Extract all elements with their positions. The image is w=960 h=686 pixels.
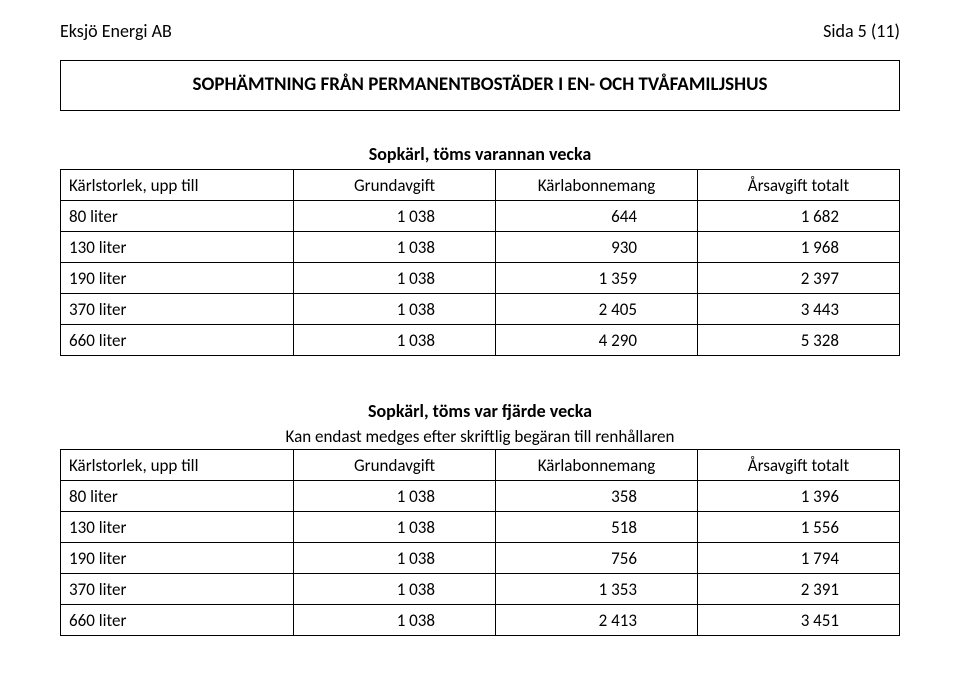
cell-value: 1 038	[294, 201, 496, 232]
cell-value: 1 038	[294, 512, 496, 543]
cell-value: 3 443	[697, 294, 899, 325]
table1-col1-header: Kärlstorlek, upp till	[61, 170, 294, 201]
cell-value: 1 353	[496, 574, 698, 605]
cell-label: 80 liter	[61, 481, 294, 512]
table1-col4-header: Årsavgift totalt	[697, 170, 899, 201]
cell-label: 370 liter	[61, 574, 294, 605]
table1-caption: Sopkärl, töms varannan vecka	[60, 143, 900, 165]
table-row: 130 liter 1 038 518 1 556	[61, 512, 900, 543]
cell-label: 130 liter	[61, 512, 294, 543]
table2-header-row: Kärlstorlek, upp till Grundavgift Kärlab…	[61, 450, 900, 481]
table2-col4-header: Årsavgift totalt	[697, 450, 899, 481]
table2-col1-header: Kärlstorlek, upp till	[61, 450, 294, 481]
cell-value: 1 038	[294, 263, 496, 294]
cell-label: 80 liter	[61, 201, 294, 232]
cell-value: 1 968	[697, 232, 899, 263]
cell-value: 1 038	[294, 574, 496, 605]
table1-col3-header: Kärlabonnemang	[496, 170, 698, 201]
table-row: 660 liter 1 038 2 413 3 451	[61, 605, 900, 636]
cell-value: 358	[496, 481, 698, 512]
table2: Kärlstorlek, upp till Grundavgift Kärlab…	[60, 449, 900, 636]
document-title: SOPHÄMTNING FRÅN PERMANENTBOSTÄDER I EN-…	[71, 73, 889, 96]
cell-value: 1 038	[294, 294, 496, 325]
cell-value: 2 397	[697, 263, 899, 294]
cell-value: 930	[496, 232, 698, 263]
cell-value: 3 451	[697, 605, 899, 636]
table2-col2-header: Grundavgift	[294, 450, 496, 481]
cell-value: 2 391	[697, 574, 899, 605]
table1: Kärlstorlek, upp till Grundavgift Kärlab…	[60, 169, 900, 356]
cell-value: 4 290	[496, 325, 698, 356]
cell-value: 1 396	[697, 481, 899, 512]
cell-value: 1 038	[294, 543, 496, 574]
table-row: 80 liter 1 038 644 1 682	[61, 201, 900, 232]
company-name: Eksjö Energi AB	[60, 20, 172, 42]
table-row: 130 liter 1 038 930 1 968	[61, 232, 900, 263]
cell-label: 190 liter	[61, 543, 294, 574]
page-number: Sida 5 (11)	[823, 20, 900, 42]
cell-label: 660 liter	[61, 325, 294, 356]
cell-value: 1 682	[697, 201, 899, 232]
cell-value: 1 794	[697, 543, 899, 574]
table2-note: Kan endast medges efter skriftlig begära…	[60, 426, 900, 447]
cell-value: 1 038	[294, 605, 496, 636]
cell-label: 130 liter	[61, 232, 294, 263]
cell-value: 5 328	[697, 325, 899, 356]
cell-label: 190 liter	[61, 263, 294, 294]
table2-block: Sopkärl, töms var fjärde vecka Kan endas…	[60, 400, 900, 636]
cell-value: 1 038	[294, 481, 496, 512]
table-row: 370 liter 1 038 2 405 3 443	[61, 294, 900, 325]
page-header: Eksjö Energi AB Sida 5 (11)	[60, 20, 900, 42]
cell-value: 1 556	[697, 512, 899, 543]
cell-value: 756	[496, 543, 698, 574]
table2-caption: Sopkärl, töms var fjärde vecka	[60, 400, 900, 422]
cell-value: 518	[496, 512, 698, 543]
table1-header-row: Kärlstorlek, upp till Grundavgift Kärlab…	[61, 170, 900, 201]
table1-block: Sopkärl, töms varannan vecka Kärlstorlek…	[60, 143, 900, 356]
table-row: 660 liter 1 038 4 290 5 328	[61, 325, 900, 356]
cell-value: 2 413	[496, 605, 698, 636]
cell-value: 1 038	[294, 232, 496, 263]
cell-label: 660 liter	[61, 605, 294, 636]
cell-value: 1 038	[294, 325, 496, 356]
table2-col3-header: Kärlabonnemang	[496, 450, 698, 481]
cell-value: 1 359	[496, 263, 698, 294]
cell-value: 2 405	[496, 294, 698, 325]
table-row: 190 liter 1 038 756 1 794	[61, 543, 900, 574]
cell-value: 644	[496, 201, 698, 232]
page: Eksjö Energi AB Sida 5 (11) SOPHÄMTNING …	[0, 0, 960, 686]
table-row: 370 liter 1 038 1 353 2 391	[61, 574, 900, 605]
table-row: 80 liter 1 038 358 1 396	[61, 481, 900, 512]
title-box: SOPHÄMTNING FRÅN PERMANENTBOSTÄDER I EN-…	[60, 60, 900, 111]
table-row: 190 liter 1 038 1 359 2 397	[61, 263, 900, 294]
table1-col2-header: Grundavgift	[294, 170, 496, 201]
cell-label: 370 liter	[61, 294, 294, 325]
